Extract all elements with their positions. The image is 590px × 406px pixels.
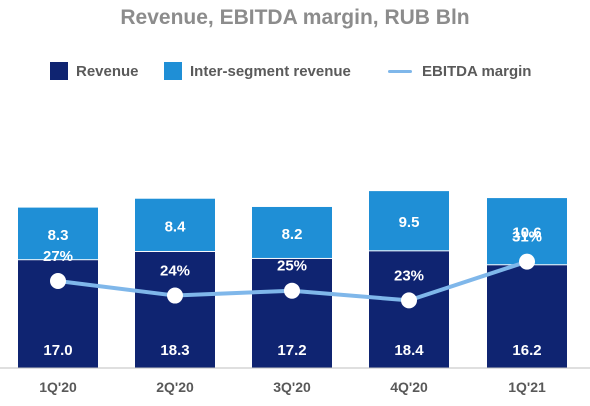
legend-swatch-inter-segment bbox=[164, 62, 182, 80]
x-tick-label-1q21: 1Q'21 bbox=[508, 379, 546, 395]
legend-label-inter-segment: Inter-segment revenue bbox=[190, 62, 351, 80]
data-label-inter-segment-4q20: 9.5 bbox=[399, 214, 420, 231]
data-label-ebitda-margin-3q20: 25% bbox=[277, 258, 307, 275]
data-label-inter-segment-2q20: 8.4 bbox=[165, 218, 187, 235]
x-tick-label-3q20: 3Q'20 bbox=[273, 379, 311, 395]
bar-revenue-1q21 bbox=[487, 265, 567, 368]
bar-inter-segment-3q20 bbox=[252, 206, 332, 258]
bar-revenue-2q20 bbox=[135, 251, 215, 368]
x-tick-label-4q20: 4Q'20 bbox=[390, 379, 428, 395]
bar-inter-segment-4q20 bbox=[369, 191, 449, 251]
data-label-revenue-4q20: 18.4 bbox=[394, 342, 424, 359]
data-label-ebitda-margin-4q20: 23% bbox=[394, 267, 424, 284]
data-label-inter-segment-1q21: 10.6 bbox=[512, 225, 541, 242]
data-label-ebitda-margin-1q21: 31% bbox=[512, 229, 542, 246]
data-label-inter-segment-1q20: 8.3 bbox=[48, 227, 69, 244]
bar-revenue-3q20 bbox=[252, 258, 332, 368]
data-label-revenue-3q20: 17.2 bbox=[277, 342, 306, 359]
chart-title: Revenue, EBITDA margin, RUB Bln bbox=[120, 6, 470, 29]
legend-item-revenue: Revenue bbox=[50, 59, 139, 83]
ebitda-margin-point-1q21 bbox=[519, 253, 535, 270]
legend: Revenue Inter-segment revenue EBITDA mar… bbox=[0, 59, 590, 83]
legend-line-ebitda-margin bbox=[388, 69, 412, 73]
data-label-revenue-2q20: 18.3 bbox=[160, 342, 189, 359]
bar-inter-segment-1q20 bbox=[18, 207, 98, 260]
bar-inter-segment-1q21 bbox=[487, 198, 567, 265]
data-label-inter-segment-3q20: 8.2 bbox=[282, 226, 303, 243]
data-label-revenue-1q21: 16.2 bbox=[512, 342, 541, 359]
ebitda-margin-point-1q20 bbox=[50, 273, 66, 289]
ebitda-margin-point-4q20 bbox=[401, 292, 417, 309]
legend-label-revenue: Revenue bbox=[76, 62, 139, 80]
legend-label-ebitda-margin: EBITDA margin bbox=[422, 62, 532, 80]
legend-item-ebitda-margin: EBITDA margin bbox=[388, 59, 531, 83]
ebitda-margin-point-3q20 bbox=[284, 282, 300, 299]
x-tick-label-2q20: 2Q'20 bbox=[156, 379, 194, 395]
bar-inter-segment-2q20 bbox=[135, 198, 215, 251]
x-tick-label-1q20: 1Q'20 bbox=[39, 379, 77, 395]
data-label-ebitda-margin-1q20: 27% bbox=[43, 248, 73, 265]
data-label-revenue-1q20: 17.0 bbox=[43, 342, 72, 359]
data-label-ebitda-margin-2q20: 24% bbox=[160, 263, 190, 280]
bar-revenue-4q20 bbox=[369, 251, 449, 368]
legend-swatch-revenue bbox=[50, 62, 68, 80]
legend-item-inter-segment: Inter-segment revenue bbox=[164, 59, 351, 83]
ebitda-margin-point-2q20 bbox=[167, 287, 183, 304]
